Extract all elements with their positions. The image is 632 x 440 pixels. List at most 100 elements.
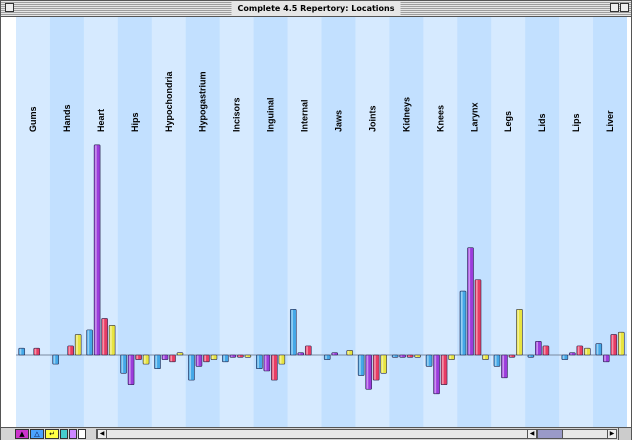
bar-highlight: [381, 355, 384, 373]
category-band: [16, 17, 51, 427]
title-bar[interactable]: Complete 4.5 Repertory: Locations: [1, 1, 631, 17]
bar-highlight: [53, 355, 56, 364]
bar-highlight: [136, 355, 139, 360]
bar: [467, 247, 474, 356]
bar: [448, 354, 455, 360]
bar-highlight: [68, 346, 71, 355]
bar-highlight: [223, 355, 225, 362]
bar: [108, 325, 116, 356]
category-label: Hypochondria: [164, 71, 174, 132]
window-title: Complete 4.5 Repertory: Locations: [231, 1, 401, 16]
bar-highlight: [442, 355, 444, 385]
bar: [278, 354, 286, 365]
bar-highlight: [374, 355, 376, 380]
bar: [127, 354, 135, 385]
category-label: Legs: [503, 111, 513, 132]
bar: [304, 345, 312, 356]
category-band: [457, 17, 492, 427]
category-band: [83, 17, 119, 427]
category-label: Hips: [130, 112, 140, 132]
category-label: Joints: [367, 105, 377, 132]
category-band: [593, 17, 627, 427]
bar: [357, 354, 365, 376]
bar: [244, 354, 252, 358]
category-label: Inguinal: [266, 98, 276, 133]
bar: [101, 318, 108, 356]
bar-highlight: [427, 355, 429, 366]
bar: [610, 334, 618, 356]
bar: [493, 354, 501, 367]
tool-white-swatch-icon[interactable]: [78, 429, 86, 439]
bar-highlight: [306, 346, 308, 355]
scroll-left-arrow-icon[interactable]: ◀: [527, 429, 537, 439]
bar: [263, 354, 271, 372]
bar: [297, 352, 305, 356]
bar-highlight: [619, 332, 621, 355]
bar-highlight: [517, 309, 520, 355]
tool-purple-swatch-icon[interactable]: [69, 429, 77, 439]
bar-highlight: [461, 291, 463, 355]
tool-return-icon[interactable]: ↵: [45, 429, 59, 439]
grow-box-icon[interactable]: [618, 428, 631, 440]
bar-highlight: [596, 344, 599, 355]
category-label: Gums: [28, 106, 38, 132]
close-box-icon[interactable]: [5, 3, 14, 12]
collapse-box-icon[interactable]: [620, 3, 629, 12]
category-band: [321, 17, 356, 427]
category-label: Jaws: [333, 110, 343, 132]
tool-up-icon[interactable]: △: [30, 429, 44, 439]
scroll-left-arrow-icon[interactable]: ◀: [97, 429, 107, 439]
bar-highlight: [34, 348, 37, 355]
bar: [602, 354, 610, 363]
category-band: [219, 17, 255, 427]
bar: [256, 354, 263, 370]
bar-highlight: [238, 355, 240, 357]
zoom-box-icon[interactable]: [610, 3, 619, 12]
bar-highlight: [19, 348, 22, 355]
bar: [576, 345, 584, 356]
bar: [584, 347, 591, 356]
bar: [501, 354, 508, 379]
bar: [176, 352, 184, 356]
bar: [52, 354, 59, 365]
bar: [569, 352, 576, 356]
bar: [222, 354, 229, 363]
horizontal-scrollbar[interactable]: [96, 429, 616, 439]
bar-highlight: [611, 334, 614, 355]
bar-highlight: [468, 248, 471, 355]
scroll-right-arrow-icon[interactable]: ▶: [607, 429, 617, 439]
bar-highlight: [400, 355, 403, 357]
bar-highlight: [562, 355, 565, 360]
bar-highlight: [298, 353, 301, 355]
bar: [86, 329, 93, 356]
tool-cyan-swatch-icon[interactable]: [60, 429, 68, 439]
bar: [331, 352, 339, 356]
bar-highlight: [543, 346, 546, 355]
bar-highlight: [257, 355, 259, 369]
category-band: [559, 17, 594, 427]
category-label: Liver: [605, 110, 615, 132]
tool-palette-icon[interactable]: ▲: [15, 429, 29, 439]
bar: [33, 347, 41, 356]
bar-highlight: [170, 355, 173, 362]
bar-highlight: [230, 355, 233, 357]
bar: [425, 354, 433, 367]
bar: [459, 290, 467, 356]
bar: [406, 354, 414, 358]
bar: [271, 354, 278, 381]
bar: [474, 279, 482, 356]
bar-highlight: [415, 355, 418, 357]
bar: [154, 354, 161, 370]
scroll-thumb[interactable]: [537, 430, 563, 438]
bar-highlight: [211, 355, 214, 360]
bar-highlight: [494, 355, 497, 366]
bar-highlight: [264, 355, 267, 371]
bar: [237, 354, 244, 358]
bar-highlight: [144, 355, 146, 364]
bar: [595, 343, 603, 356]
category-band: [287, 17, 322, 427]
bar-highlight: [87, 330, 90, 355]
category-label: Incisors: [232, 97, 242, 132]
category-label: Kidneys: [401, 97, 411, 132]
bar: [542, 345, 550, 356]
